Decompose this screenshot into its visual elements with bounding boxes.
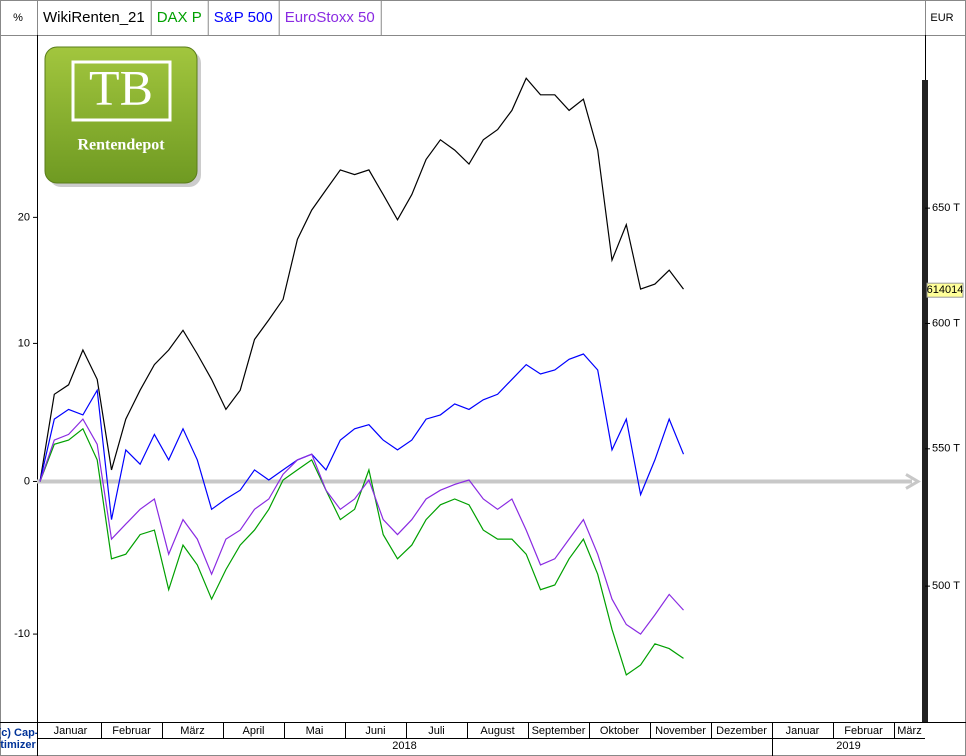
series-line (39, 353, 685, 520)
x-tick-label: November (655, 725, 706, 737)
y-tick-label: 0 (24, 475, 30, 487)
logo-box (44, 46, 198, 184)
y-tick-label: -10 (14, 628, 30, 640)
x-tick-label: März (180, 725, 204, 737)
x-year-label: 2018 (392, 740, 416, 752)
y2-axis-bar (922, 80, 928, 722)
x-tick-label: März (897, 725, 921, 737)
y2-tick-label: 550 T (932, 443, 960, 455)
legend-label: EuroStoxx 50 (285, 9, 375, 26)
x-tick-label: August (480, 725, 514, 737)
x-tick-label: September (532, 725, 586, 737)
legend-label: S&P 500 (214, 9, 273, 26)
series-line (39, 77, 684, 482)
legend-label: WikiRenten_21 (43, 9, 145, 26)
series-line (39, 418, 684, 635)
legend-label: DAX P (157, 9, 202, 26)
x-tick-label: Juli (428, 725, 445, 737)
x-tick-label: Oktober (600, 725, 639, 737)
logo-frame (71, 60, 172, 122)
y-axis-label: % (13, 12, 23, 24)
last-value: 614014 (927, 284, 964, 296)
y2-axis-label: EUR (930, 12, 953, 24)
x-tick-label: Februar (112, 725, 151, 737)
x-tick-label: April (242, 725, 264, 737)
logo: TB Rentendepot (44, 46, 201, 187)
x-year-label: 2019 (836, 740, 860, 752)
footer-note: timizer (0, 739, 36, 751)
zero-arrow (905, 473, 921, 490)
x-tick-label: Januar (786, 725, 820, 737)
logo-subtitle: Rentendepot (77, 137, 165, 154)
y2-tick-label: 600 T (932, 317, 960, 329)
x-tick-label: Dezember (716, 725, 767, 737)
logo-title: TB (89, 59, 153, 115)
footer-note: (c) Cap- (0, 727, 39, 739)
x-tick-label: Mai (306, 725, 324, 737)
last-value-box (926, 282, 964, 298)
x-tick-label: Januar (54, 725, 88, 737)
x-tick-label: Februar (844, 725, 883, 737)
x-tick-label: Juni (365, 725, 385, 737)
y2-tick-label: 650 T (932, 202, 960, 214)
y-tick-label: 20 (18, 211, 30, 223)
y-tick-label: 10 (18, 337, 30, 349)
y2-tick-label: 500 T (932, 580, 960, 592)
